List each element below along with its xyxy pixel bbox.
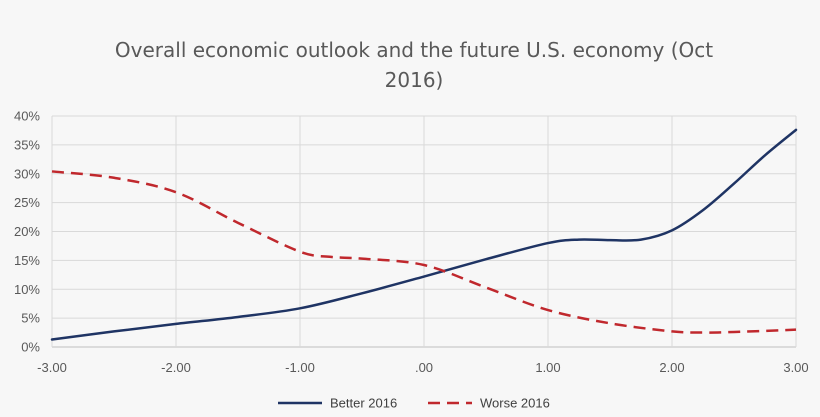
legend: Better 2016 Worse 2016 bbox=[278, 396, 550, 411]
y-tick-label: 10% bbox=[14, 282, 40, 297]
x-tick-label: 3.00 bbox=[783, 360, 808, 375]
y-tick-label: 0% bbox=[21, 340, 40, 355]
y-tick-label: 15% bbox=[14, 253, 40, 268]
x-tick-label: .00 bbox=[415, 360, 433, 375]
x-tick-label: 1.00 bbox=[535, 360, 560, 375]
y-tick-label: 25% bbox=[14, 195, 40, 210]
x-tick-label: -3.00 bbox=[37, 360, 67, 375]
chart-title-line-2: 2016) bbox=[385, 68, 444, 92]
y-axis-ticks: 0% 5% 10% 15% 20% 25% 30% 35% 40% bbox=[14, 109, 40, 355]
chart-title-line-1: Overall economic outlook and the future … bbox=[115, 38, 713, 62]
series-line-worse-2016 bbox=[51, 170, 797, 334]
grid bbox=[51, 115, 797, 348]
y-tick-label: 20% bbox=[14, 224, 40, 239]
legend-label-worse-2016: Worse 2016 bbox=[480, 396, 550, 411]
x-axis-ticks: -3.00 -2.00 -1.00 .00 1.00 2.00 3.00 bbox=[37, 360, 808, 375]
x-tick-label: -1.00 bbox=[285, 360, 315, 375]
chart-title: Overall economic outlook and the future … bbox=[115, 38, 713, 92]
y-tick-label: 40% bbox=[14, 109, 40, 124]
y-tick-label: 35% bbox=[14, 137, 40, 152]
x-tick-label: -2.00 bbox=[161, 360, 191, 375]
x-tick-label: 2.00 bbox=[659, 360, 684, 375]
y-tick-label: 30% bbox=[14, 166, 40, 181]
series-lines bbox=[50, 128, 798, 341]
y-tick-label: 5% bbox=[21, 311, 40, 326]
series-line-better-2016 bbox=[50, 128, 798, 341]
legend-label-better-2016: Better 2016 bbox=[330, 396, 397, 411]
